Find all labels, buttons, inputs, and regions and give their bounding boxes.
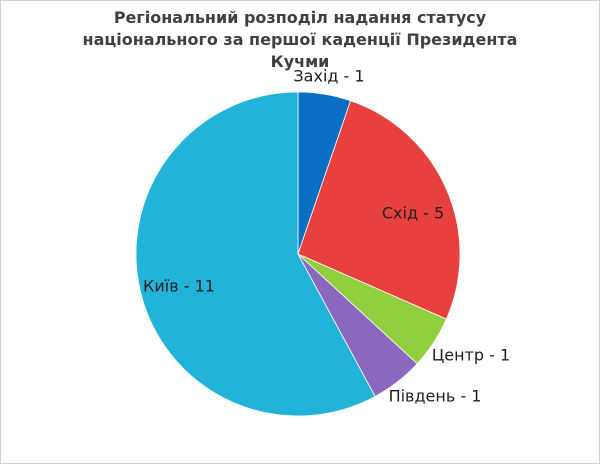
pie-slice (297, 100, 461, 320)
data-label: Схід - 5 (382, 204, 444, 223)
pie-slice (135, 91, 376, 417)
data-label: Київ - 11 (143, 277, 215, 296)
data-label: Центр - 1 (432, 346, 510, 365)
data-label: Захід - 1 (293, 67, 364, 86)
chart-title: Регіональний розподіл надання статусу на… (82, 8, 518, 71)
data-label: Південь - 1 (389, 387, 482, 406)
